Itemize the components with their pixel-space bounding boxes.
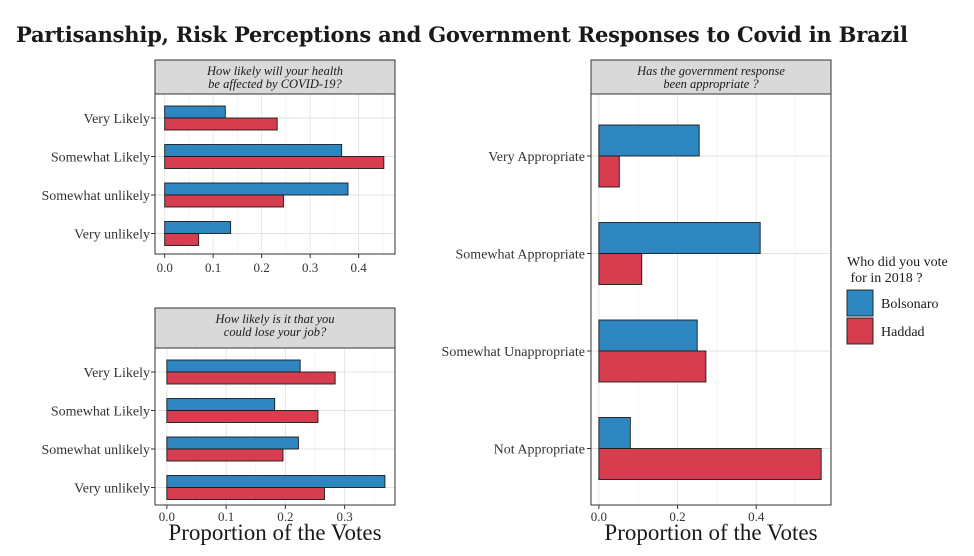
bar-haddad	[598, 253, 643, 285]
panel-title-line: Has the government response	[636, 64, 785, 78]
bar-haddad	[598, 448, 822, 480]
bar-bolsonaro	[164, 144, 343, 157]
bar-bolsonaro	[598, 222, 761, 254]
panel-border	[154, 93, 396, 255]
bar-bolsonaro	[598, 417, 631, 449]
x-tick-label: 0.2	[277, 509, 293, 524]
category-label: Not Appropriate	[494, 443, 585, 458]
panel-header-strip	[590, 59, 832, 95]
category-label: Somewhat unlikely	[42, 443, 151, 458]
bar-bolsonaro	[164, 182, 349, 196]
category-label: Somewhat Appropriate	[456, 248, 585, 263]
bar-haddad	[166, 448, 284, 462]
legend: Who did you vote for in 2018 ? Bolsonaro H…	[846, 255, 948, 345]
plot-background	[591, 94, 831, 505]
bar-haddad	[598, 155, 620, 188]
x-tick-label: 0.3	[337, 509, 353, 524]
bar-haddad	[164, 233, 200, 246]
bar-bolsonaro	[164, 221, 232, 234]
bar-haddad	[166, 410, 319, 423]
bar-haddad	[164, 117, 278, 131]
category-label: Very Appropriate	[488, 150, 585, 165]
x-tick-label: 0.1	[218, 509, 234, 524]
x-tick-label: 0.0	[157, 260, 173, 275]
category-label: Somewhat unlikely	[42, 189, 151, 204]
legend-swatch-haddad	[846, 317, 874, 345]
bar-bolsonaro	[166, 475, 386, 488]
category-label: Very Likely	[84, 112, 150, 127]
category-label: Somewhat Likely	[51, 405, 150, 420]
category-label: Very unlikely	[74, 228, 150, 243]
x-tick-label: 0.1	[205, 260, 221, 275]
category-label: Very Likely	[84, 366, 150, 381]
x-axis-title: Proportion of the Votes	[168, 520, 381, 545]
bar-bolsonaro	[164, 105, 226, 119]
category-label: Very unlikely	[74, 482, 150, 497]
legend-label: Bolsonaro	[881, 297, 939, 312]
bar-bolsonaro	[166, 436, 299, 450]
bar-bolsonaro	[598, 319, 698, 352]
panel-title-line: could lose your job?	[224, 325, 327, 339]
x-tick-label: 0.4	[748, 509, 765, 524]
x-axis-title: Proportion of the Votes	[604, 520, 817, 545]
panel-border	[590, 93, 832, 506]
bar-haddad	[166, 487, 325, 500]
bar-bolsonaro	[166, 398, 276, 411]
x-tick-label: 0.3	[302, 260, 318, 275]
panel-title-line: How likely is it that you	[214, 312, 334, 326]
bar-haddad	[164, 156, 385, 169]
x-tick-label: 0.2	[669, 509, 685, 524]
category-label: Somewhat Likely	[51, 151, 150, 166]
x-tick-label: 0.0	[159, 509, 175, 524]
panel-header-strip	[154, 59, 396, 95]
bar-bolsonaro	[166, 359, 301, 373]
legend-swatch-bolsonaro	[846, 289, 874, 317]
x-tick-label: 0.4	[351, 260, 368, 275]
panel-title-line: be affected by COVID-19?	[208, 77, 342, 91]
panel-title-line: been appropriate ?	[663, 77, 759, 91]
bar-haddad	[164, 194, 284, 208]
bar-bolsonaro	[598, 124, 700, 157]
bar-haddad	[598, 350, 707, 383]
category-label: Somewhat Unappropriate	[442, 345, 585, 360]
x-tick-label: 0.2	[254, 260, 270, 275]
x-tick-label: 0.0	[591, 509, 607, 524]
panel-border	[154, 347, 396, 506]
legend-label: Haddad	[881, 325, 925, 340]
chart-title: Partisanship, Risk Perceptions and Gover…	[16, 22, 908, 47]
panel-title-line: How likely will your health	[206, 64, 343, 78]
bar-haddad	[166, 371, 336, 385]
legend-title-line: Who did you vote	[847, 255, 948, 270]
legend-title-line: for in 2018 ?	[847, 271, 922, 286]
